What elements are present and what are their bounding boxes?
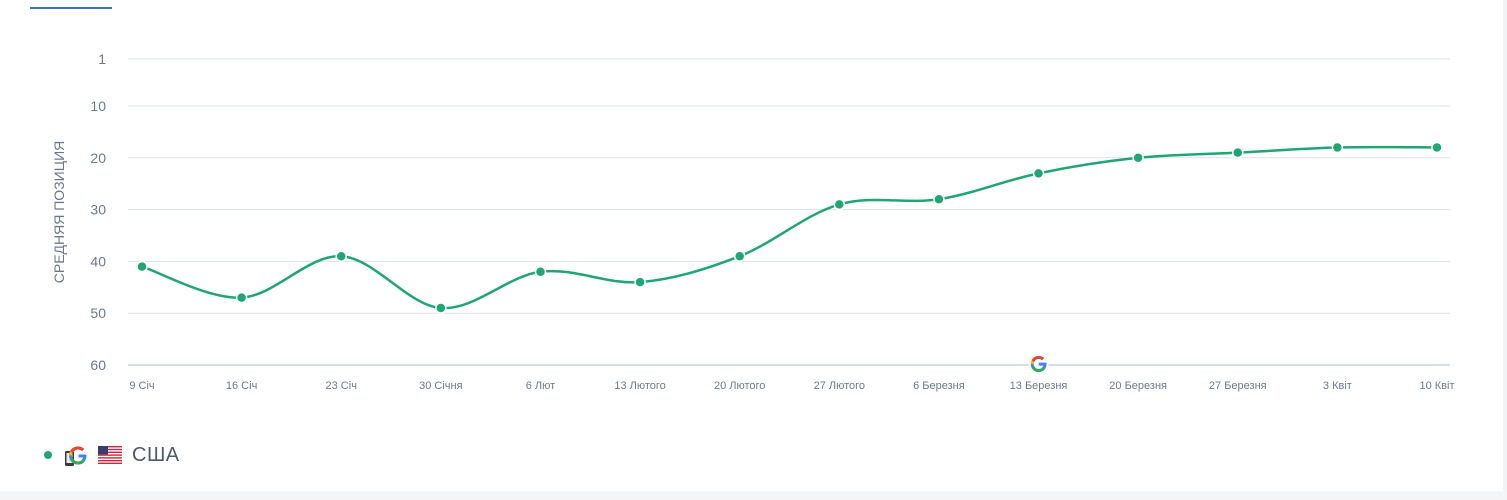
x-tick-label: 6 Березня bbox=[913, 380, 965, 392]
x-tick-label: 30 Січня bbox=[419, 380, 462, 392]
data-point[interactable] bbox=[933, 193, 945, 205]
data-point[interactable] bbox=[1232, 146, 1244, 159]
x-tick-label: 13 Березня bbox=[1010, 380, 1068, 392]
x-tick-label: 20 Лютого bbox=[714, 380, 765, 392]
x-tick-label: 6 Лют bbox=[526, 380, 555, 392]
chart-legend[interactable]: США bbox=[44, 440, 180, 470]
y-axis-label: СРЕДНЯЯ ПОЗИЦИЯ bbox=[51, 141, 67, 284]
x-tick-label: 23 Січ bbox=[326, 380, 357, 392]
grid-lines bbox=[128, 58, 1450, 366]
data-point[interactable] bbox=[1132, 152, 1144, 164]
x-tick-label: 20 Березня bbox=[1109, 380, 1167, 392]
y-tick-label: 30 bbox=[90, 202, 106, 218]
x-axis-ticks: 9 Січ 16 Січ 23 Січ 30 Січня 6 Лют 13 Лютого 2… bbox=[129, 380, 1454, 392]
y-tick-label: 20 bbox=[90, 150, 106, 166]
google-g-icon[interactable] bbox=[1028, 354, 1049, 374]
data-point[interactable] bbox=[634, 276, 646, 288]
legend-series-dot bbox=[44, 451, 52, 459]
x-tick-label: 3 Квіт bbox=[1323, 380, 1352, 392]
data-point[interactable] bbox=[335, 250, 347, 262]
data-point[interactable] bbox=[1431, 141, 1443, 154]
x-tick-label: 13 Лютого bbox=[614, 380, 665, 392]
x-tick-label: 9 Січ bbox=[129, 380, 154, 392]
data-point[interactable] bbox=[435, 302, 447, 314]
data-point[interactable] bbox=[1032, 167, 1045, 180]
x-tick-label: 27 Березня bbox=[1209, 380, 1267, 392]
data-point[interactable] bbox=[1331, 141, 1344, 154]
data-point[interactable] bbox=[833, 198, 846, 211]
series-line-usa bbox=[141, 145, 1438, 310]
x-tick-label: 27 Лютого bbox=[814, 380, 865, 392]
data-point[interactable] bbox=[534, 266, 547, 278]
y-tick-label: 40 bbox=[90, 253, 106, 269]
panel-footer bbox=[0, 491, 1507, 500]
us-flag-icon bbox=[98, 446, 122, 464]
scrollbar-track bbox=[1503, 0, 1507, 500]
y-tick-label: 60 bbox=[90, 357, 106, 373]
y-axis-ticks: 1 10 20 30 40 50 60 bbox=[90, 51, 106, 373]
google-mobile-icon bbox=[65, 446, 87, 466]
annotation-markers bbox=[1028, 354, 1049, 374]
y-tick-label: 50 bbox=[90, 305, 106, 321]
legend-series-label: США bbox=[132, 443, 180, 466]
y-tick-label: 10 bbox=[90, 98, 106, 114]
series-points bbox=[136, 141, 1443, 314]
x-tick-label: 10 Квіт bbox=[1419, 380, 1454, 392]
data-point[interactable] bbox=[136, 260, 148, 273]
data-point[interactable] bbox=[733, 250, 746, 262]
data-point[interactable] bbox=[235, 291, 248, 304]
y-tick-label: 1 bbox=[98, 51, 106, 67]
active-tab-underline bbox=[30, 0, 112, 9]
x-tick-label: 16 Січ bbox=[226, 380, 257, 392]
